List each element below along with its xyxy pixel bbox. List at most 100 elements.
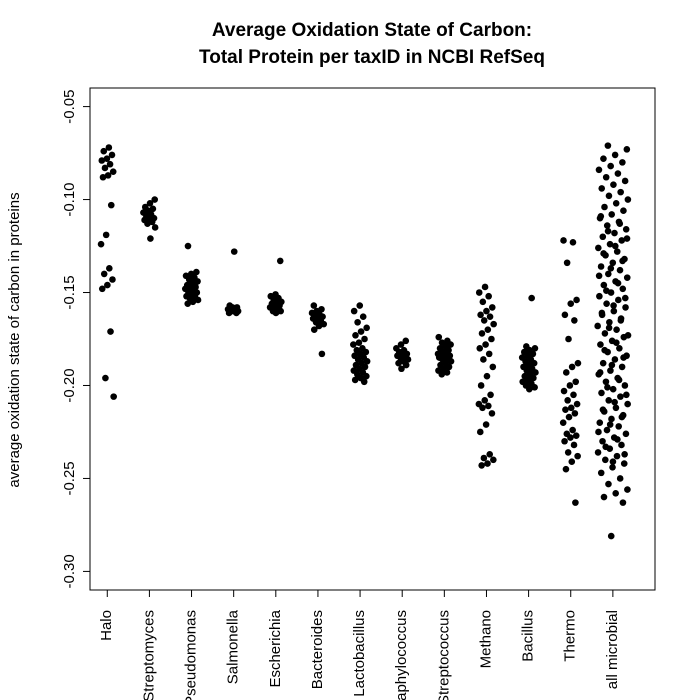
data-point bbox=[611, 242, 619, 250]
data-point bbox=[621, 177, 629, 185]
data-point bbox=[363, 372, 370, 380]
data-point bbox=[594, 449, 602, 456]
data-point bbox=[360, 378, 368, 386]
data-point bbox=[402, 361, 410, 369]
data-point bbox=[612, 490, 619, 497]
data-point bbox=[530, 359, 538, 367]
data-point bbox=[619, 159, 626, 166]
data-point bbox=[622, 226, 630, 233]
data-point bbox=[566, 382, 574, 389]
data-point bbox=[561, 311, 569, 319]
data-point bbox=[102, 231, 110, 239]
data-point bbox=[310, 326, 318, 334]
data-point bbox=[488, 304, 496, 311]
data-point bbox=[608, 415, 615, 423]
data-point bbox=[603, 287, 610, 294]
data-point bbox=[601, 456, 609, 464]
data-point bbox=[572, 499, 579, 506]
data-point bbox=[600, 155, 607, 162]
data-point bbox=[100, 270, 108, 278]
data-point bbox=[486, 313, 494, 320]
data-point bbox=[476, 428, 484, 436]
data-point bbox=[616, 266, 624, 274]
data-point bbox=[103, 155, 111, 162]
data-point bbox=[484, 460, 491, 467]
data-point bbox=[272, 309, 280, 317]
data-point bbox=[609, 259, 617, 267]
data-point bbox=[479, 298, 487, 306]
data-point bbox=[487, 391, 494, 399]
data-point bbox=[611, 151, 619, 159]
data-point bbox=[184, 242, 192, 250]
x-tick-label: all microbial bbox=[604, 610, 621, 689]
data-point bbox=[571, 317, 578, 324]
data-point bbox=[598, 389, 605, 397]
data-point bbox=[611, 398, 618, 406]
data-point bbox=[356, 302, 364, 309]
data-point bbox=[447, 358, 455, 365]
data-point bbox=[144, 220, 151, 228]
data-point bbox=[595, 272, 603, 280]
data-point bbox=[615, 296, 622, 304]
data-point bbox=[623, 274, 631, 281]
data-point bbox=[486, 450, 494, 458]
data-point bbox=[618, 363, 626, 371]
data-point bbox=[108, 151, 116, 159]
data-point bbox=[607, 532, 615, 540]
data-point bbox=[622, 304, 629, 311]
data-point bbox=[624, 331, 632, 339]
data-point bbox=[618, 237, 626, 244]
x-tick-label: Staphylococcus bbox=[393, 610, 410, 700]
data-point bbox=[607, 265, 615, 272]
data-point bbox=[594, 322, 601, 330]
plot-frame bbox=[89, 87, 656, 591]
data-point bbox=[572, 378, 580, 386]
data-point bbox=[107, 201, 115, 209]
data-point bbox=[601, 330, 609, 337]
data-point bbox=[613, 339, 620, 347]
data-point bbox=[608, 361, 616, 369]
x-tick-label: Thermo bbox=[562, 610, 579, 662]
x-tick-label: Bacillus bbox=[520, 610, 537, 662]
data-point bbox=[595, 428, 602, 436]
data-point bbox=[194, 296, 202, 304]
data-point bbox=[104, 281, 111, 289]
data-point bbox=[599, 233, 607, 241]
data-point bbox=[483, 307, 490, 315]
data-point bbox=[616, 344, 623, 352]
data-point bbox=[485, 292, 492, 300]
data-point bbox=[485, 350, 493, 358]
data-point bbox=[363, 358, 371, 365]
x-tick-label: Streptococcus bbox=[435, 610, 452, 700]
y-tick-label: -0.15 bbox=[61, 275, 78, 309]
data-point bbox=[612, 404, 620, 412]
data-point bbox=[618, 441, 625, 449]
data-point bbox=[560, 387, 568, 395]
data-point bbox=[597, 212, 605, 220]
data-point bbox=[102, 374, 109, 382]
data-point bbox=[564, 449, 572, 456]
data-point bbox=[475, 289, 483, 296]
data-point bbox=[623, 391, 630, 399]
data-point bbox=[562, 465, 570, 473]
data-point bbox=[600, 281, 608, 289]
data-point bbox=[526, 385, 533, 393]
x-tick-label: Halo bbox=[98, 610, 115, 641]
data-point bbox=[612, 199, 620, 207]
data-point bbox=[571, 410, 579, 417]
data-point bbox=[614, 436, 621, 443]
data-point bbox=[568, 363, 576, 371]
data-point bbox=[613, 326, 620, 334]
data-point bbox=[480, 454, 488, 462]
data-point bbox=[596, 369, 604, 376]
data-point bbox=[616, 220, 624, 228]
data-point bbox=[599, 406, 607, 413]
data-point bbox=[573, 296, 580, 304]
data-point bbox=[101, 164, 109, 172]
data-point bbox=[596, 419, 604, 426]
data-point bbox=[568, 458, 576, 466]
data-point bbox=[477, 311, 484, 319]
data-point bbox=[597, 341, 604, 348]
data-point bbox=[574, 359, 582, 367]
data-point bbox=[621, 450, 628, 458]
